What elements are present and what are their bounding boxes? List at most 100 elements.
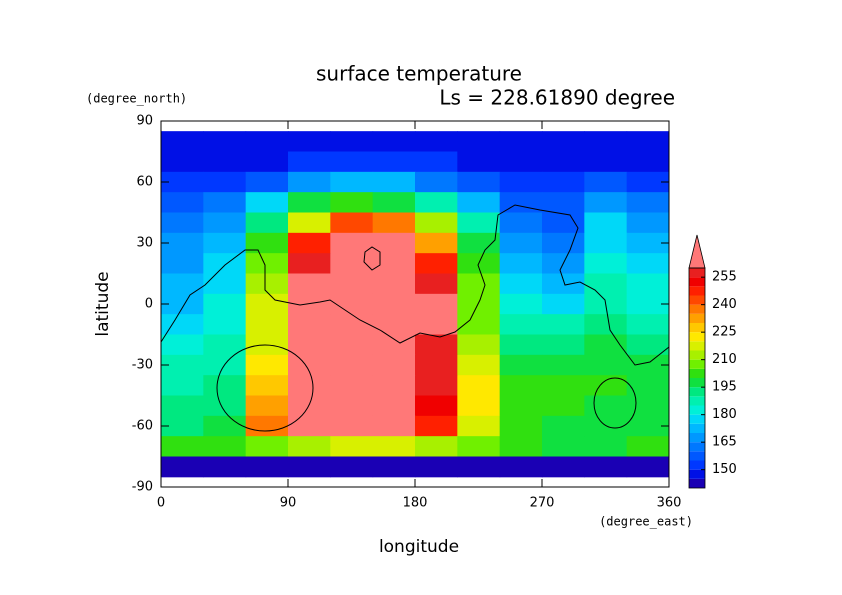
cell [245, 232, 289, 254]
cell [499, 212, 543, 234]
cell [245, 253, 289, 274]
cell [203, 232, 247, 254]
cell [161, 334, 204, 356]
contour-lines [161, 204, 669, 432]
cell [288, 293, 331, 315]
cell [415, 171, 458, 193]
chart-subtitle: Ls = 228.61890 degree [439, 86, 675, 110]
cell [415, 334, 458, 356]
cell [457, 334, 501, 356]
colorbar-band [689, 405, 705, 415]
cell [245, 314, 289, 335]
cell [457, 171, 501, 193]
cell [161, 293, 204, 315]
cell [415, 293, 458, 315]
colorbar-band [689, 277, 705, 287]
colorbar-band [689, 295, 705, 305]
cell [415, 436, 458, 457]
cell [542, 273, 585, 295]
cell [245, 436, 289, 457]
cell [499, 273, 543, 295]
cell [330, 456, 374, 478]
cell [499, 456, 543, 478]
cell [161, 171, 204, 193]
x-tick-label: 270 [530, 496, 555, 511]
y-tick-label: 60 [136, 175, 153, 190]
cell [499, 232, 543, 254]
cell [203, 293, 247, 315]
cell [626, 354, 669, 376]
colorbar-band [689, 423, 705, 433]
cell [584, 436, 628, 457]
cell [584, 314, 628, 335]
cell [330, 273, 374, 295]
chart-title: surface temperature [316, 62, 522, 86]
colorbar-frame [688, 267, 706, 489]
cell [330, 415, 374, 437]
cell [542, 354, 585, 376]
cell [288, 314, 331, 335]
cell [626, 171, 669, 193]
cell [161, 415, 204, 437]
cell [584, 375, 628, 396]
cell [457, 314, 501, 335]
cell [542, 171, 585, 193]
cell [457, 415, 501, 437]
colorbar-band [689, 396, 705, 406]
cell [415, 151, 458, 173]
colorbar-band [689, 442, 705, 452]
colorbar-band [689, 332, 705, 342]
cell [288, 253, 331, 274]
cell [161, 212, 204, 234]
cell [499, 354, 543, 376]
y-unit: (degree_north) [86, 92, 187, 106]
colorbar-band [689, 460, 705, 470]
colorbar-band [689, 286, 705, 296]
y-tick-label: 30 [136, 236, 153, 251]
cell [415, 253, 458, 274]
cell [499, 131, 543, 152]
cell [499, 395, 543, 417]
cell [330, 293, 374, 315]
cell [372, 151, 416, 173]
cell [542, 212, 585, 234]
cell [457, 212, 501, 234]
contour-line [161, 204, 669, 366]
y-tick-label: 90 [136, 114, 153, 129]
cell [415, 314, 458, 335]
cell [288, 151, 331, 173]
cell [415, 375, 458, 396]
x-tick-label: 360 [657, 496, 682, 511]
cell [372, 192, 416, 213]
cell [626, 151, 669, 173]
cell [626, 212, 669, 234]
y-axis-label: latitude [93, 271, 113, 336]
contour-line [216, 344, 314, 432]
cell [288, 415, 331, 437]
cell [457, 232, 501, 254]
cell [626, 293, 669, 315]
cell [161, 232, 204, 254]
colorbar-band [689, 359, 705, 369]
cell [415, 232, 458, 254]
cell [245, 273, 289, 295]
colorbar-band [689, 304, 705, 314]
cell [584, 273, 628, 295]
colorbar-tick-label: 165 [712, 435, 737, 450]
y-tick-label: -90 [132, 480, 153, 495]
cell [161, 273, 204, 295]
cell [499, 415, 543, 437]
cell [288, 171, 331, 193]
cell [499, 436, 543, 457]
colorbar-tick-label: 180 [712, 407, 737, 422]
cell [584, 456, 628, 478]
cell [415, 456, 458, 478]
cell [626, 375, 669, 396]
cell [542, 456, 585, 478]
cell [372, 131, 416, 152]
cell [584, 395, 628, 417]
cell [457, 293, 501, 315]
cell [245, 415, 289, 437]
cell [372, 456, 416, 478]
cell [542, 131, 585, 152]
